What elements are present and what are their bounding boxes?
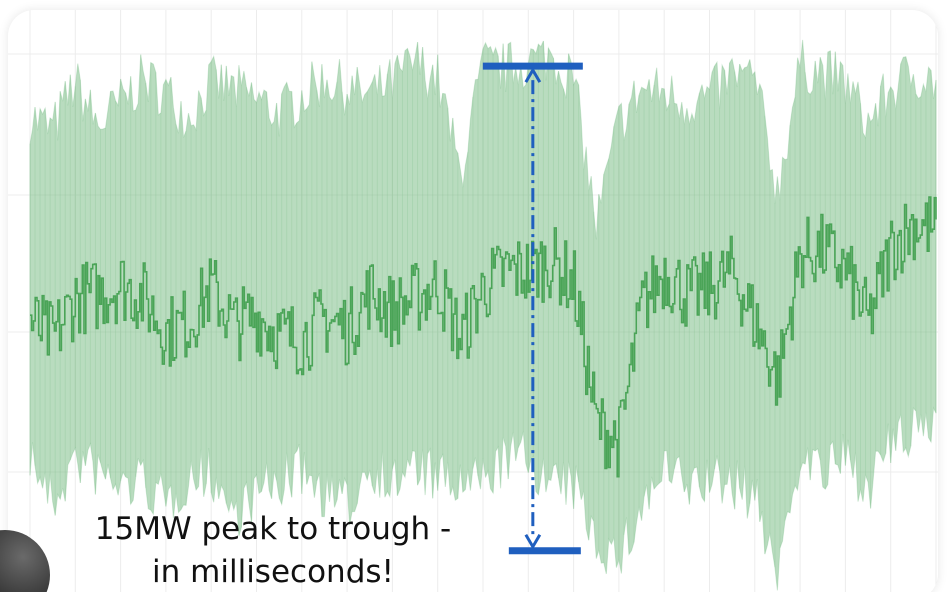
line-layer xyxy=(30,196,937,478)
arrow-down-head xyxy=(524,533,542,550)
annotation-line-1: 15MW peak to trough - xyxy=(94,511,452,547)
band-layer xyxy=(29,39,937,591)
power-fluctuation-chart xyxy=(8,10,938,592)
envelope-band xyxy=(29,39,937,591)
main-series-line xyxy=(30,196,937,478)
arrow-up-head xyxy=(524,67,542,83)
peak-trough-marker xyxy=(482,62,583,555)
annotation-line-2: in milliseconds! xyxy=(152,554,394,590)
chart-card: 15MW peak to trough - in milliseconds! xyxy=(8,10,938,592)
annotation-caption: 15MW peak to trough - in milliseconds! xyxy=(48,508,498,592)
